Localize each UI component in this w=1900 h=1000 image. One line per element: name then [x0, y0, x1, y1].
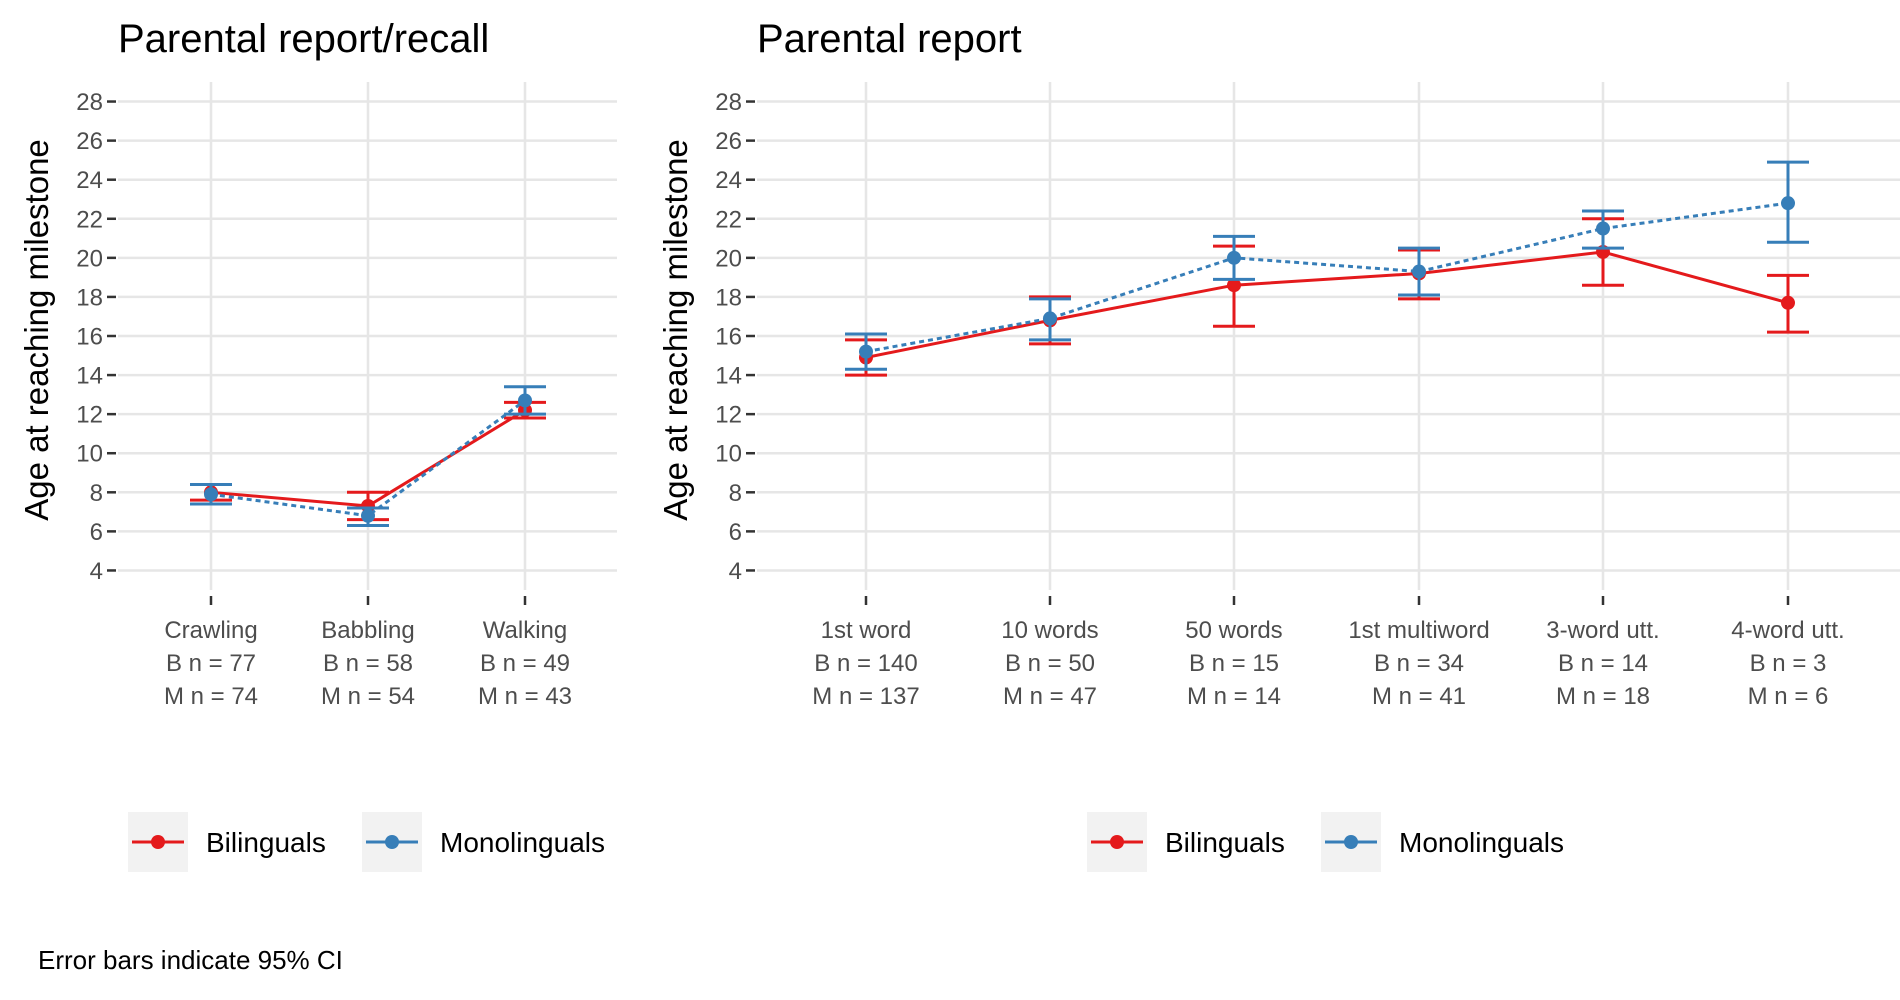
- x-sample-size-label: M n = 18: [1556, 683, 1650, 710]
- data-point: [204, 487, 218, 502]
- x-sample-size-label: M n = 14: [1187, 683, 1281, 710]
- y-tick-label: 10: [76, 441, 103, 468]
- y-tick-label: 6: [729, 519, 742, 546]
- x-sample-size-label: B n = 14: [1558, 650, 1648, 677]
- x-sample-size-label: B n = 3: [1750, 650, 1827, 677]
- y-tick-label: 14: [76, 363, 103, 390]
- y-tick-label: 10: [715, 441, 742, 468]
- y-axis-title: Age at reaching milestone: [18, 139, 55, 521]
- x-sample-size-label: B n = 77: [166, 650, 256, 677]
- y-tick-label: 16: [715, 324, 742, 351]
- data-point: [361, 498, 375, 513]
- x-sample-size-label: M n = 43: [478, 683, 572, 710]
- legend-key-point: [1344, 835, 1358, 849]
- series-line-monolinguals: [210, 399, 526, 518]
- y-tick-label: 26: [715, 128, 742, 155]
- y-tick-label: 18: [715, 284, 742, 311]
- legend-label: Monolinguals: [440, 827, 605, 858]
- y-tick-label: 8: [90, 480, 103, 507]
- y-tick-label: 18: [76, 284, 103, 311]
- x-sample-size-label: M n = 41: [1372, 683, 1466, 710]
- data-point: [518, 393, 532, 408]
- y-tick-label: 12: [715, 402, 742, 429]
- x-sample-size-label: B n = 49: [480, 650, 570, 677]
- data-point: [859, 344, 873, 359]
- x-tick-label: 1st multiword: [1348, 617, 1489, 644]
- y-tick-label: 22: [715, 206, 742, 233]
- x-sample-size-label: M n = 137: [812, 683, 919, 710]
- data-point: [1781, 295, 1795, 310]
- legend-label: Bilinguals: [206, 827, 326, 858]
- data-point: [1596, 221, 1610, 236]
- y-tick-label: 22: [76, 206, 103, 233]
- x-tick-label: Babbling: [321, 617, 414, 644]
- y-tick-label: 20: [76, 245, 103, 272]
- x-tick-label: Crawling: [164, 617, 257, 644]
- chart-panel-1: Parental report/recall 4 6 8 10 12 14 16 18 20 22 2…: [18, 17, 617, 872]
- data-point: [1227, 278, 1241, 293]
- caption: Error bars indicate 95% CI: [38, 945, 343, 975]
- data-point: [1227, 250, 1241, 265]
- series-line-monolinguals: [865, 201, 1789, 354]
- x-sample-size-label: B n = 15: [1189, 650, 1279, 677]
- series-line-bilinguals: [865, 250, 1789, 359]
- x-sample-size-label: M n = 74: [164, 683, 258, 710]
- x-sample-size-label: B n = 34: [1374, 650, 1464, 677]
- y-tick-label: 24: [715, 167, 742, 194]
- chart-title: Parental report: [757, 17, 1022, 61]
- x-tick-label: 3-word utt.: [1546, 617, 1659, 644]
- y-tick-label: 26: [76, 128, 103, 155]
- y-tick-label: 16: [76, 324, 103, 351]
- y-tick-label: 28: [76, 89, 103, 116]
- x-tick-label: Walking: [483, 617, 567, 644]
- y-tick-label: 20: [715, 245, 742, 272]
- legend-label: Bilinguals: [1165, 827, 1285, 858]
- chart-title: Parental report/recall: [118, 17, 489, 61]
- y-tick-label: 12: [76, 402, 103, 429]
- y-tick-label: 28: [715, 89, 742, 116]
- x-tick-label: 50 words: [1185, 617, 1282, 644]
- legend: Bilinguals Monolinguals: [1087, 812, 1564, 872]
- x-sample-size-label: M n = 54: [321, 683, 415, 710]
- y-tick-label: 4: [729, 558, 742, 585]
- y-tick-label: 6: [90, 519, 103, 546]
- x-sample-size-label: B n = 50: [1005, 650, 1095, 677]
- y-tick-label: 4: [90, 558, 103, 585]
- legend-key-point: [385, 835, 399, 849]
- y-tick-label: 24: [76, 167, 103, 194]
- data-point: [1781, 196, 1795, 211]
- legend-key-point: [1110, 835, 1124, 849]
- chart-panel-2: Parental report 4 6 8 10 12 14 16 18 20 22 24 26 28 1s…: [657, 17, 1900, 872]
- x-sample-size-label: M n = 6: [1748, 683, 1829, 710]
- y-tick-label: 8: [729, 480, 742, 507]
- data-point: [361, 508, 375, 523]
- x-tick-label: 10 words: [1001, 617, 1098, 644]
- x-sample-size-label: B n = 140: [814, 650, 917, 677]
- x-sample-size-label: M n = 47: [1003, 683, 1097, 710]
- legend: Bilinguals Monolinguals: [128, 812, 605, 872]
- legend-key-point: [151, 835, 165, 849]
- data-point: [1043, 311, 1057, 326]
- data-point: [1412, 264, 1426, 279]
- legend-label: Monolinguals: [1399, 827, 1564, 858]
- x-tick-label: 4-word utt.: [1731, 617, 1844, 644]
- y-tick-label: 14: [715, 363, 742, 390]
- x-tick-label: 1st word: [821, 617, 912, 644]
- y-axis-title: Age at reaching milestone: [657, 139, 694, 521]
- x-sample-size-label: B n = 58: [323, 650, 413, 677]
